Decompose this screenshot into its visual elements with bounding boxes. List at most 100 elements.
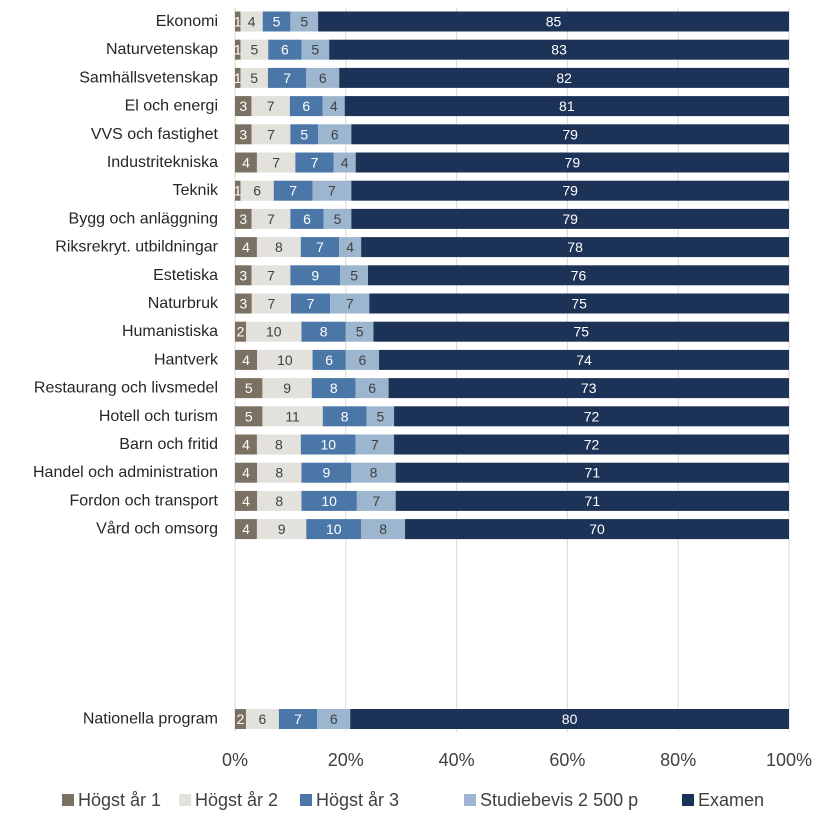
bar-segment (322, 406, 367, 427)
data-label: 5 (300, 14, 308, 30)
data-label: 8 (379, 521, 387, 537)
data-label: 83 (551, 42, 567, 58)
bar-segment (311, 378, 356, 399)
legend-swatch (62, 794, 74, 806)
bar-segment (235, 39, 241, 60)
data-label: 6 (303, 211, 311, 227)
bar-segment (262, 11, 291, 32)
data-label: 8 (275, 239, 283, 255)
legend-swatch (179, 794, 191, 806)
data-label: 10 (277, 352, 293, 368)
bar-segment (235, 265, 252, 286)
bar-segment (235, 152, 257, 173)
x-tick-label: 20% (328, 750, 364, 770)
data-label: 79 (565, 155, 581, 171)
bar-segment (235, 67, 241, 88)
legend: Högst år 1 Högst år 2 Högst år 3 Studiebevi… (62, 790, 764, 810)
bar-segment (345, 349, 380, 370)
bar-segment (366, 406, 395, 427)
x-tick-label: 0% (222, 750, 248, 770)
legend-label: Studiebevis 2 500 p (480, 790, 638, 810)
data-label: 9 (278, 521, 286, 537)
bar-segment (312, 180, 352, 201)
data-label: 6 (319, 70, 327, 86)
category-label: Hantverk (154, 351, 219, 368)
legend-label: Examen (698, 790, 764, 810)
bar-segment (256, 519, 307, 540)
bar-segment (235, 180, 241, 201)
bar-segment (235, 124, 252, 145)
data-label: 7 (311, 155, 319, 171)
data-label: 6 (331, 126, 339, 142)
bar-segment (290, 208, 324, 229)
bar-segment (268, 39, 302, 60)
data-label: 71 (585, 465, 601, 481)
bar-segment (405, 519, 789, 540)
data-label: 8 (275, 465, 283, 481)
data-label: 9 (323, 465, 331, 481)
bar-segment (235, 406, 263, 427)
data-label: 3 (239, 98, 247, 114)
x-tick-label: 80% (660, 750, 696, 770)
bar-segment (317, 709, 351, 729)
data-label: 4 (346, 239, 354, 255)
bar-segment (379, 349, 789, 370)
x-tick-label: 100% (766, 750, 812, 770)
category-labels: Ekonomi Naturvetenskap Samhällsvetenskap El… (33, 13, 219, 728)
legend-label: Högst år 1 (78, 790, 161, 810)
x-tick-label: 60% (549, 750, 585, 770)
x-tick-label: 40% (439, 750, 475, 770)
data-label: 7 (267, 126, 275, 142)
data-label: 10 (320, 437, 336, 453)
data-label: 72 (584, 437, 600, 453)
data-label: 4 (242, 239, 250, 255)
data-label: 8 (275, 493, 283, 509)
category-label: Restaurang och livsmedel (34, 380, 218, 397)
data-label: 75 (571, 296, 587, 312)
category-label: Hotell och turism (99, 408, 218, 425)
bar-segment (240, 39, 269, 60)
data-label: 6 (359, 352, 367, 368)
bar-segment (295, 152, 334, 173)
bar-segment (251, 124, 291, 145)
bar-segment (251, 293, 291, 314)
legend-label: Högst år 2 (195, 790, 278, 810)
data-label: 85 (546, 14, 562, 30)
bar-segment (235, 208, 252, 229)
bar-segment (395, 490, 789, 511)
data-label: 2 (237, 324, 245, 340)
bar-segment (351, 208, 789, 229)
bar-segment (278, 709, 318, 729)
bar-segment (318, 11, 789, 32)
bar-segment (273, 180, 313, 201)
data-label: 8 (370, 465, 378, 481)
data-label: 7 (267, 98, 275, 114)
data-label: 7 (294, 711, 302, 727)
bar-segment (355, 152, 789, 173)
data-label: 1 (234, 70, 242, 86)
bar-segment (251, 96, 290, 117)
bar-segment (290, 265, 341, 286)
bar-segment (345, 321, 374, 342)
data-label: 6 (253, 183, 261, 199)
data-label: 5 (273, 14, 281, 30)
category-label: Naturvetenskap (106, 41, 218, 58)
bar-segment (235, 11, 241, 32)
data-label: 7 (267, 211, 275, 227)
bar-segment (267, 67, 307, 88)
bar-segment (240, 11, 263, 32)
data-label: 10 (321, 493, 337, 509)
bar-segment (339, 67, 789, 88)
data-label: 5 (250, 70, 258, 86)
bar-segment (251, 208, 291, 229)
bar-segment (300, 237, 340, 258)
data-label: 4 (330, 98, 338, 114)
bar-segment (257, 462, 302, 483)
data-label: 5 (334, 211, 342, 227)
data-label: 7 (283, 70, 291, 86)
data-label: 8 (330, 380, 338, 396)
bar-segment (262, 378, 312, 399)
data-label: 8 (341, 408, 349, 424)
data-label: 6 (330, 711, 338, 727)
